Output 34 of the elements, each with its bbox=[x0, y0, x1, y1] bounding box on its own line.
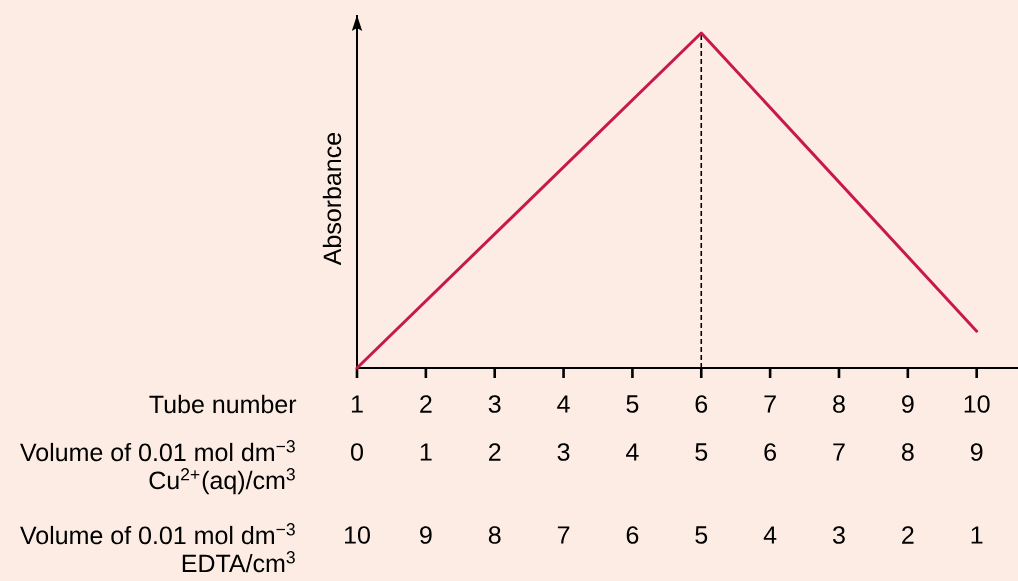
x-axis-title: Tube number bbox=[149, 394, 297, 414]
x-tick-label: 7 bbox=[764, 395, 776, 413]
text: 9 bbox=[420, 526, 432, 544]
x2-tick-label: 3 bbox=[557, 443, 570, 461]
x2-tick-label: 6 bbox=[764, 443, 776, 461]
x-tick-label: 1 bbox=[351, 395, 363, 413]
text: 6 bbox=[626, 526, 639, 544]
text: Volume of 0.01 mol dm$^{−3}$ Cu$^{2+}$(aq)/cm$^{3}$ bbox=[20, 440, 295, 495]
text: 8 bbox=[488, 526, 501, 544]
x2-tick-label: 8 bbox=[901, 443, 914, 461]
x-tick-label: 10 bbox=[964, 395, 990, 413]
x2-tick-label: 9 bbox=[970, 443, 983, 461]
text: 7 bbox=[557, 526, 570, 544]
text: Volume of 0.01 mol dm$^{−3}$ EDTA/cm$^{3}$ bbox=[20, 523, 295, 573]
x-tick-label: 3 bbox=[488, 395, 501, 413]
text: 3 bbox=[832, 526, 845, 544]
text: 2 bbox=[902, 526, 914, 544]
text: 4 bbox=[763, 526, 777, 544]
x-tick-label: 4 bbox=[557, 395, 570, 413]
x2-tick-label: 2 bbox=[489, 443, 501, 461]
x-tick-label: 9 bbox=[902, 395, 914, 413]
text: 5 bbox=[695, 526, 708, 544]
x-tick-label: 2 bbox=[420, 395, 432, 413]
x2-tick-label: 0 bbox=[351, 443, 363, 461]
x2-tick-label: 7 bbox=[833, 443, 845, 461]
x2-tick-label: 5 bbox=[695, 443, 708, 461]
x-tick-label: 6 bbox=[695, 395, 708, 413]
x2-tick-label: 4 bbox=[626, 443, 639, 461]
x-tick-label: 8 bbox=[833, 395, 845, 413]
text: 10 bbox=[345, 526, 370, 544]
x-tick-label: 5 bbox=[626, 395, 639, 413]
x2-tick-label: 1 bbox=[420, 443, 432, 461]
text: 1 bbox=[971, 526, 983, 544]
y-axis-title: Absorbance bbox=[322, 132, 342, 266]
